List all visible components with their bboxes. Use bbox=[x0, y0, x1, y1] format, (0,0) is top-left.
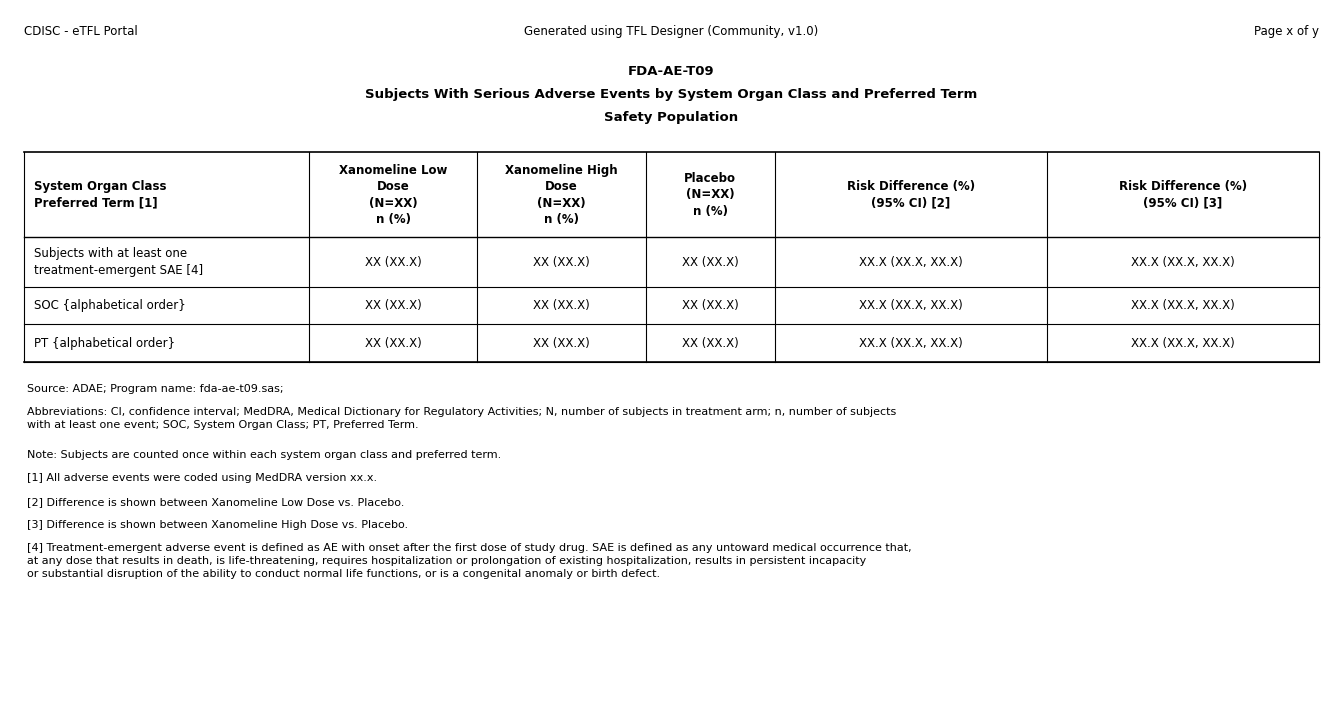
Text: [2] Difference is shown between Xanomeline Low Dose vs. Placebo.: [2] Difference is shown between Xanomeli… bbox=[27, 497, 404, 507]
Text: Safety Population: Safety Population bbox=[604, 111, 739, 125]
Text: XX (XX.X): XX (XX.X) bbox=[682, 337, 739, 350]
Text: XX.X (XX.X, XX.X): XX.X (XX.X, XX.X) bbox=[860, 256, 963, 269]
Text: XX.X (XX.X, XX.X): XX.X (XX.X, XX.X) bbox=[860, 299, 963, 312]
Text: [3] Difference is shown between Xanomeline High Dose vs. Placebo.: [3] Difference is shown between Xanomeli… bbox=[27, 520, 408, 530]
Text: XX (XX.X): XX (XX.X) bbox=[682, 299, 739, 312]
Text: XX (XX.X): XX (XX.X) bbox=[533, 299, 590, 312]
Text: [1] All adverse events were coded using MedDRA version xx.x.: [1] All adverse events were coded using … bbox=[27, 473, 377, 484]
Text: SOC {alphabetical order}: SOC {alphabetical order} bbox=[34, 299, 185, 312]
Text: XX (XX.X): XX (XX.X) bbox=[365, 299, 422, 312]
Text: Xanomeline Low
Dose
(N=XX)
n (%): Xanomeline Low Dose (N=XX) n (%) bbox=[338, 164, 447, 226]
Text: CDISC - eTFL Portal: CDISC - eTFL Portal bbox=[24, 25, 138, 38]
Text: Note: Subjects are counted once within each system organ class and preferred ter: Note: Subjects are counted once within e… bbox=[27, 450, 501, 460]
Text: XX.X (XX.X, XX.X): XX.X (XX.X, XX.X) bbox=[1131, 299, 1234, 312]
Text: Risk Difference (%)
(95% CI) [3]: Risk Difference (%) (95% CI) [3] bbox=[1119, 180, 1246, 209]
Text: XX (XX.X): XX (XX.X) bbox=[533, 337, 590, 350]
Text: System Organ Class
Preferred Term [1]: System Organ Class Preferred Term [1] bbox=[34, 180, 167, 209]
Text: Source: ADAE; Program name: fda-ae-t09.sas;: Source: ADAE; Program name: fda-ae-t09.s… bbox=[27, 384, 283, 394]
Text: XX.X (XX.X, XX.X): XX.X (XX.X, XX.X) bbox=[1131, 337, 1234, 350]
Text: Generated using TFL Designer (Community, v1.0): Generated using TFL Designer (Community,… bbox=[524, 25, 819, 38]
Text: XX (XX.X): XX (XX.X) bbox=[682, 256, 739, 269]
Text: XX (XX.X): XX (XX.X) bbox=[365, 337, 422, 350]
Text: [4] Treatment-emergent adverse event is defined as AE with onset after the first: [4] Treatment-emergent adverse event is … bbox=[27, 543, 912, 578]
Text: Page x of y: Page x of y bbox=[1254, 25, 1319, 38]
Text: XX (XX.X): XX (XX.X) bbox=[533, 256, 590, 269]
Text: Xanomeline High
Dose
(N=XX)
n (%): Xanomeline High Dose (N=XX) n (%) bbox=[505, 164, 618, 226]
Text: Risk Difference (%)
(95% CI) [2]: Risk Difference (%) (95% CI) [2] bbox=[847, 180, 975, 209]
Text: PT {alphabetical order}: PT {alphabetical order} bbox=[34, 337, 175, 350]
Text: Abbreviations: CI, confidence interval; MedDRA, Medical Dictionary for Regulator: Abbreviations: CI, confidence interval; … bbox=[27, 407, 896, 429]
Text: Subjects With Serious Adverse Events by System Organ Class and Preferred Term: Subjects With Serious Adverse Events by … bbox=[365, 88, 978, 101]
Text: Subjects with at least one
treatment-emergent SAE [4]: Subjects with at least one treatment-eme… bbox=[34, 248, 203, 277]
Text: XX (XX.X): XX (XX.X) bbox=[365, 256, 422, 269]
Text: XX.X (XX.X, XX.X): XX.X (XX.X, XX.X) bbox=[860, 337, 963, 350]
Text: XX.X (XX.X, XX.X): XX.X (XX.X, XX.X) bbox=[1131, 256, 1234, 269]
Text: Placebo
(N=XX)
n (%): Placebo (N=XX) n (%) bbox=[685, 172, 736, 218]
Text: FDA-AE-T09: FDA-AE-T09 bbox=[629, 65, 714, 78]
